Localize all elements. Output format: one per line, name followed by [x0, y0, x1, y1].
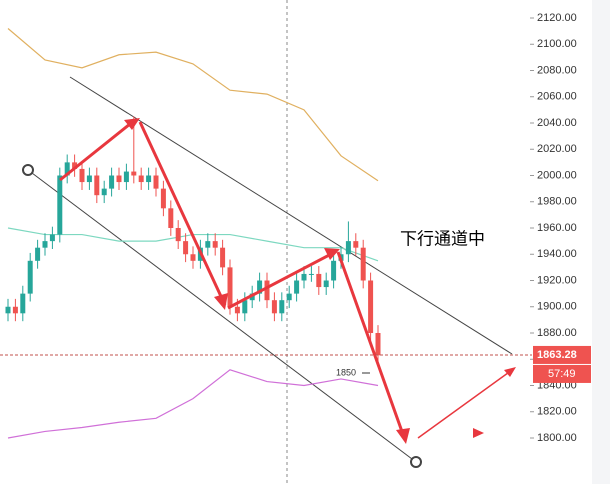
- y-tick-label: 1980.00: [537, 196, 577, 208]
- y-tick-label: 2080.00: [537, 64, 577, 76]
- candle-body: [64, 162, 70, 176]
- y-tick-label: 2060.00: [537, 91, 577, 103]
- side-panel: [592, 0, 610, 484]
- candle-body: [27, 260, 33, 294]
- candle-body: [279, 300, 285, 314]
- candle-body: [153, 175, 159, 189]
- y-tick-label: 2020.00: [537, 143, 577, 155]
- annotation: 下行通道中: [400, 229, 485, 248]
- candle-body: [5, 306, 11, 314]
- anchor: [410, 456, 422, 468]
- arrows: [59, 118, 513, 441]
- candle-body: [146, 175, 152, 183]
- candle-body: [257, 280, 263, 294]
- candle-body: [286, 293, 292, 301]
- candle-body: [42, 241, 48, 248]
- candle-body: [205, 241, 211, 248]
- candle-body: [35, 247, 41, 261]
- anchor: [22, 164, 34, 176]
- candle-body: [175, 228, 181, 242]
- price-label: 1863.28: [537, 349, 577, 361]
- countdown-tag: [533, 364, 591, 383]
- y-tick-label: 1800.00: [537, 432, 577, 444]
- y-tick-label: 1880.00: [537, 327, 577, 339]
- candle-body: [212, 241, 218, 248]
- candle-body: [368, 280, 374, 333]
- indicator-line: [7, 369, 379, 439]
- candle-body: [168, 208, 174, 228]
- candle-body: [331, 260, 337, 281]
- candle-body: [323, 280, 329, 288]
- candle-body: [94, 175, 100, 196]
- y-tick-label: 2000.00: [537, 169, 577, 181]
- y-tick-label: 1900.00: [537, 301, 577, 313]
- candle-body: [360, 247, 366, 281]
- candle-body: [183, 241, 189, 255]
- price-tag: [533, 345, 591, 364]
- candle-body: [345, 241, 351, 255]
- candle-body: [294, 280, 300, 294]
- candle-body: [123, 171, 129, 183]
- candle-body: [234, 306, 240, 314]
- candle-body: [79, 168, 85, 183]
- candle-body: [220, 247, 226, 268]
- channel-lower: [27, 169, 417, 463]
- candle-body: [116, 175, 122, 183]
- candle-body: [131, 171, 137, 176]
- candle-body: [49, 234, 55, 242]
- candle-body: [57, 175, 63, 235]
- candle-body: [138, 175, 144, 183]
- candle-body: [227, 267, 233, 307]
- candle-body: [353, 241, 359, 248]
- y-tick-label: 1820.00: [537, 406, 577, 418]
- countdown: 57:49: [548, 368, 576, 380]
- candle-body: [12, 306, 18, 314]
- candle-body: [271, 300, 277, 314]
- y-tick-label: 2040.00: [537, 117, 577, 129]
- y-tick-label: 1960.00: [537, 222, 577, 234]
- candle-body: [190, 254, 196, 261]
- candle-body: [316, 273, 322, 288]
- marker-label: 1850: [336, 367, 356, 377]
- arrow-heads: [124, 118, 516, 444]
- candle-body: [20, 293, 26, 314]
- candle-body: [301, 273, 307, 281]
- candle-body: [264, 280, 270, 301]
- candle-body: [109, 175, 115, 189]
- candle-body: [101, 188, 107, 196]
- candle-body: [72, 162, 78, 169]
- indicator-line: [7, 28, 379, 182]
- candle-body: [86, 175, 92, 183]
- candle-body: [160, 188, 166, 209]
- candle-body: [375, 333, 381, 356]
- y-tick-label: 1940.00: [537, 248, 577, 260]
- candle-body: [308, 273, 314, 275]
- channel-upper: [69, 76, 513, 355]
- y-tick-label: 2100.00: [537, 38, 577, 50]
- y-tick-label: 1920.00: [537, 274, 577, 286]
- candle-body: [242, 300, 248, 314]
- y-tick-label: 2120.00: [537, 12, 577, 24]
